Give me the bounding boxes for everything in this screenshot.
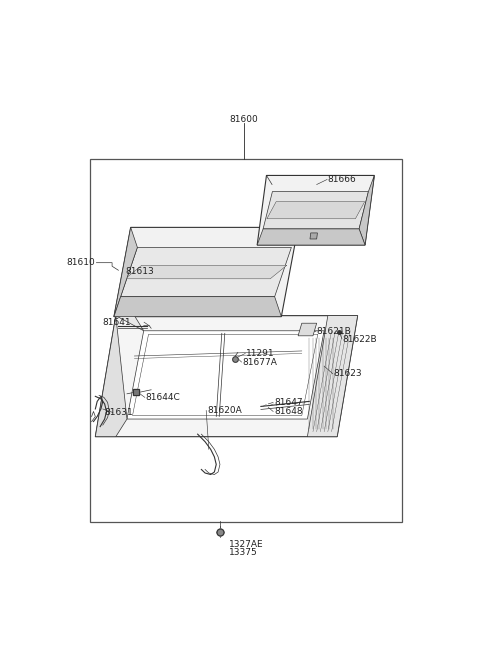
Polygon shape <box>114 227 137 316</box>
Text: 81621B: 81621B <box>317 328 351 336</box>
Text: 81622B: 81622B <box>343 335 377 345</box>
Polygon shape <box>310 233 317 239</box>
Text: 11291: 11291 <box>246 349 275 358</box>
Polygon shape <box>267 202 365 219</box>
Text: 81600: 81600 <box>230 115 259 124</box>
Text: 81648: 81648 <box>274 407 302 416</box>
Polygon shape <box>257 176 374 245</box>
Polygon shape <box>298 323 317 336</box>
Text: 81623: 81623 <box>334 369 362 378</box>
Text: 13375: 13375 <box>229 548 258 557</box>
Polygon shape <box>96 316 127 437</box>
Text: 81666: 81666 <box>328 175 357 184</box>
Polygon shape <box>359 176 374 245</box>
Text: 81677A: 81677A <box>242 358 277 367</box>
Text: 81641: 81641 <box>102 318 131 327</box>
Polygon shape <box>263 191 368 229</box>
Polygon shape <box>257 229 365 245</box>
Text: 81620A: 81620A <box>207 406 242 415</box>
Polygon shape <box>96 316 358 437</box>
Text: 81631: 81631 <box>105 408 133 417</box>
Polygon shape <box>125 265 287 279</box>
Text: 81610: 81610 <box>67 258 96 267</box>
Polygon shape <box>120 248 291 297</box>
Polygon shape <box>127 331 324 419</box>
Text: 1327AE: 1327AE <box>229 540 264 549</box>
Polygon shape <box>307 316 358 437</box>
Polygon shape <box>116 316 144 331</box>
Polygon shape <box>114 227 298 316</box>
Polygon shape <box>114 297 281 316</box>
Text: 81647: 81647 <box>274 398 302 407</box>
Text: 81613: 81613 <box>125 267 154 276</box>
Text: 81644C: 81644C <box>145 393 180 402</box>
Bar <box>90 159 402 523</box>
